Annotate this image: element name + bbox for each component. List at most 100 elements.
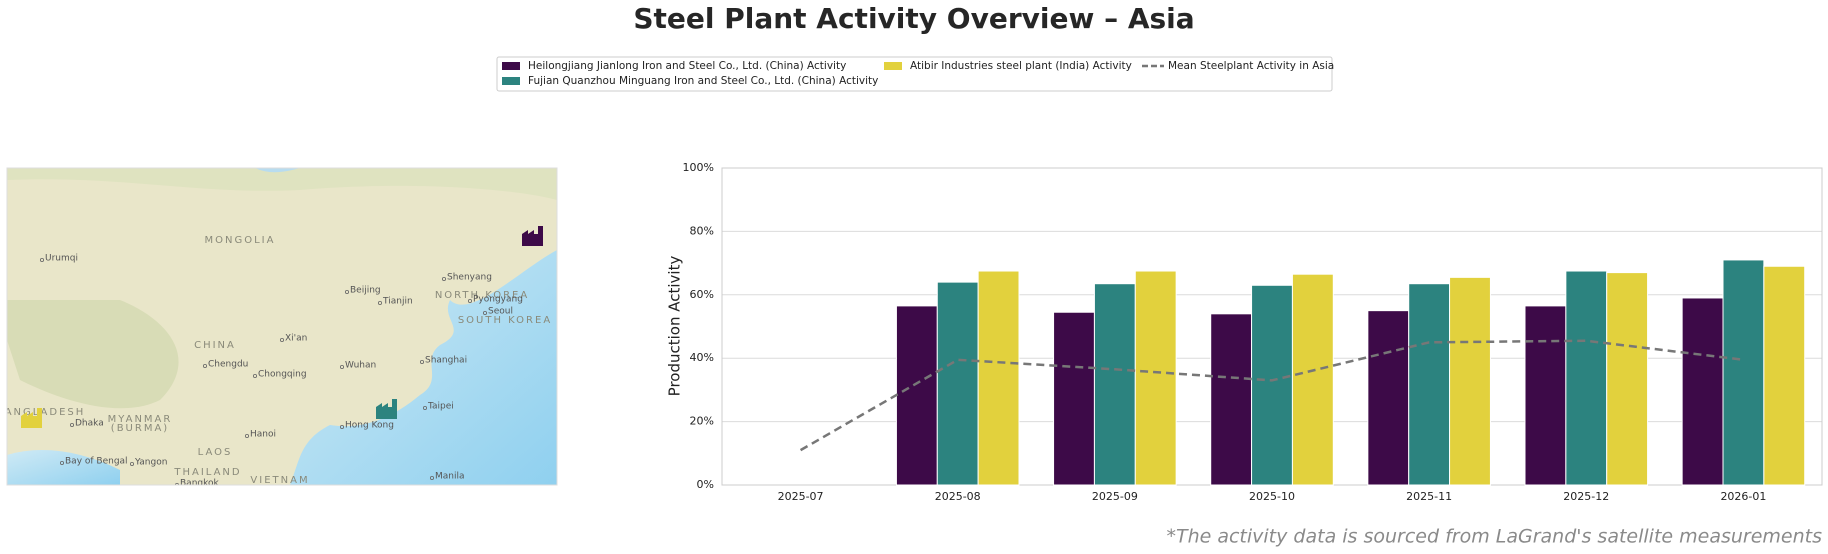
map-city-label: Beijing	[350, 286, 381, 296]
map-city-dot	[377, 300, 382, 305]
map-city-dot	[482, 310, 487, 315]
legend-label: Mean Steelplant Activity in Asia	[1168, 60, 1334, 72]
map-city-label: Hong Kong	[345, 421, 394, 431]
map-sea	[290, 250, 557, 485]
map-city-label: Hanoi	[250, 430, 276, 440]
legend-label: Heilongjiang Jianlong Iron and Steel Co.…	[528, 60, 846, 72]
x-tick-label: 2025-11	[1406, 490, 1452, 503]
map-country-label: MYANMAR	[108, 414, 173, 425]
map-city-label: Chongqing	[258, 370, 307, 380]
map-city-label: Bangkok	[180, 479, 220, 489]
bar	[936, 281, 979, 486]
bar	[1606, 272, 1649, 486]
legend-swatch	[884, 62, 902, 70]
map-city-dot	[467, 298, 472, 303]
map-relief	[7, 168, 557, 200]
bar	[1251, 284, 1293, 486]
x-tick-label: 2025-07	[778, 490, 824, 503]
map-city-label: Seoul	[488, 307, 513, 317]
map-city-label: Pyongyang	[473, 295, 523, 305]
map-country-label: SOUTH KOREA	[458, 315, 552, 326]
map-city-label: Shanghai	[425, 356, 467, 366]
x-tick-label: 2025-10	[1249, 490, 1295, 503]
map-city-label: Shenyang	[447, 273, 492, 283]
x-tick-label: 2026-01	[1720, 490, 1766, 503]
y-axis-label: Production Activity	[666, 256, 684, 397]
map-city-dot	[202, 363, 207, 368]
map-city-label: Yangon	[134, 458, 167, 468]
legend-swatch	[502, 62, 520, 70]
map-city-dot	[70, 422, 75, 427]
map-city-dot	[422, 405, 427, 410]
mean-line	[799, 339, 1744, 452]
map-city-dot	[429, 475, 434, 480]
footnote: *The activity data is sourced from LaGra…	[1166, 526, 1822, 548]
bar	[1763, 265, 1806, 486]
legend-label: Fujian Quanzhou Minguang Iron and Steel …	[528, 75, 878, 87]
map-city-label: Taipei	[427, 402, 454, 412]
bar	[1681, 297, 1724, 486]
bar	[1722, 259, 1765, 486]
y-tick-label: 80%	[690, 224, 714, 237]
map-country-label: MONGOLIA	[205, 235, 276, 246]
map-country-label: CHINA	[194, 340, 236, 351]
map-city-dot	[339, 364, 344, 369]
legend-label: Atibir Industries steel plant (India) Ac…	[910, 60, 1132, 72]
map-city-dot	[279, 337, 284, 342]
bar	[1053, 311, 1095, 486]
map-city-label: Dhaka	[75, 419, 104, 429]
map-country-label: VIETNAM	[250, 475, 309, 486]
map-city-dot	[252, 373, 257, 378]
y-tick-label: 0%	[697, 478, 714, 491]
map-city-label: Urumqi	[45, 254, 78, 264]
y-tick-label: 60%	[690, 288, 714, 301]
bar	[1134, 270, 1177, 486]
map-city-label: Wuhan	[345, 361, 376, 371]
bar	[1093, 283, 1136, 486]
map-country-label: ANGLADESH	[5, 407, 86, 418]
x-tick-label: 2025-09	[1092, 490, 1138, 503]
map-city-dot	[244, 433, 249, 438]
map-lake	[255, 168, 300, 173]
y-tick-label: 20%	[690, 415, 714, 428]
plant-icon	[522, 226, 543, 246]
map-city-dot	[441, 276, 446, 281]
map-city-dot	[60, 460, 65, 465]
map-city-dot	[40, 257, 45, 262]
map-sea	[7, 450, 120, 485]
map-frame	[6, 167, 558, 486]
plant-icon	[376, 399, 397, 419]
bar	[895, 305, 938, 486]
bar	[1565, 270, 1608, 486]
map-city-label: Tianjin	[382, 297, 413, 307]
map-city-label: Manila	[435, 472, 465, 482]
map-city-label: Bay of Bengal	[65, 457, 128, 467]
map-country-label: (BURMA)	[111, 423, 169, 434]
bar	[1367, 310, 1410, 486]
map-city-dot	[344, 289, 349, 294]
y-tick-label: 100%	[683, 161, 714, 174]
y-tick-label: 40%	[690, 351, 714, 364]
bar	[1449, 276, 1491, 486]
map-city-label: Chengdu	[208, 360, 248, 370]
bar	[977, 270, 1020, 486]
map-city-dot	[129, 461, 134, 466]
plant-icon	[21, 408, 42, 428]
map-country-label: THAILAND	[173, 467, 241, 478]
chart-title: Steel Plant Activity Overview – Asia	[633, 2, 1194, 35]
bar	[1524, 305, 1567, 486]
map-relief	[7, 300, 179, 409]
map-city-dot	[339, 424, 344, 429]
legend-swatch	[502, 77, 520, 85]
map-city-label: Xi'an	[285, 334, 307, 344]
map-country-label: NORTH KOREA	[435, 290, 529, 301]
map-country-label: LAOS	[198, 447, 233, 458]
bar	[1408, 283, 1451, 486]
map-city-dot	[419, 359, 424, 364]
x-tick-label: 2025-12	[1563, 490, 1609, 503]
x-tick-label: 2025-08	[935, 490, 981, 503]
bar	[1210, 313, 1253, 486]
